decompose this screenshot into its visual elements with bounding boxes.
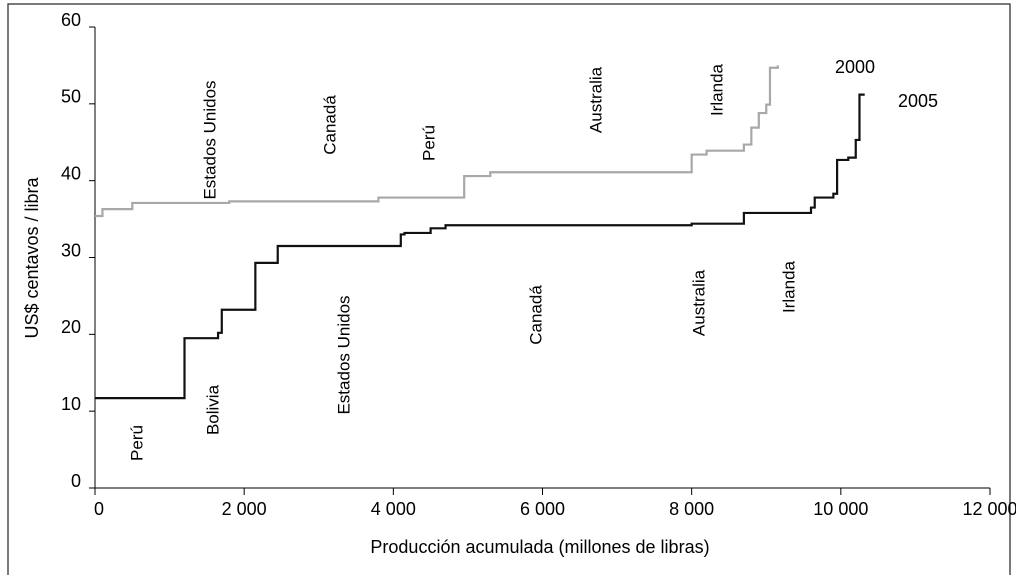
x-axis-label: Producción acumulada (millones de libras… <box>370 537 709 557</box>
x-tick-label: 0 <box>94 499 104 519</box>
country-label: Australia <box>689 269 708 336</box>
country-label: Bolivia <box>203 384 222 435</box>
country-label: Australia <box>586 66 605 133</box>
x-tick-label: 12 000 <box>962 499 1016 519</box>
country-label: Perú <box>127 425 146 461</box>
x-tick-label: 2 000 <box>222 499 267 519</box>
country-label: Irlanda <box>779 260 798 313</box>
country-label: Irlanda <box>707 63 726 116</box>
country-label: Canadá <box>320 95 339 155</box>
y-tick-label: 60 <box>61 10 81 30</box>
country-label: Estados Unidos <box>334 295 353 414</box>
series-label: 2005 <box>898 91 938 111</box>
series-line <box>95 65 779 218</box>
x-tick-label: 8 000 <box>669 499 714 519</box>
x-tick-label: 6 000 <box>520 499 565 519</box>
frame <box>7 3 1011 580</box>
y-tick-label: 20 <box>61 317 81 337</box>
series-label: 2000 <box>835 57 875 77</box>
country-label: Canadá <box>526 285 545 345</box>
country-label: Perú <box>419 125 438 161</box>
x-tick-label: 10 000 <box>813 499 868 519</box>
y-tick-label: 0 <box>71 471 81 491</box>
y-tick-label: 50 <box>61 87 81 107</box>
y-axis-label: US$ centavos / libra <box>22 176 42 338</box>
y-tick-label: 10 <box>61 394 81 414</box>
y-tick-label: 40 <box>61 163 81 183</box>
y-tick-label: 30 <box>61 240 81 260</box>
x-tick-label: 4 000 <box>371 499 416 519</box>
series-line <box>95 93 865 400</box>
country-label: Estados Unidos <box>200 80 219 199</box>
